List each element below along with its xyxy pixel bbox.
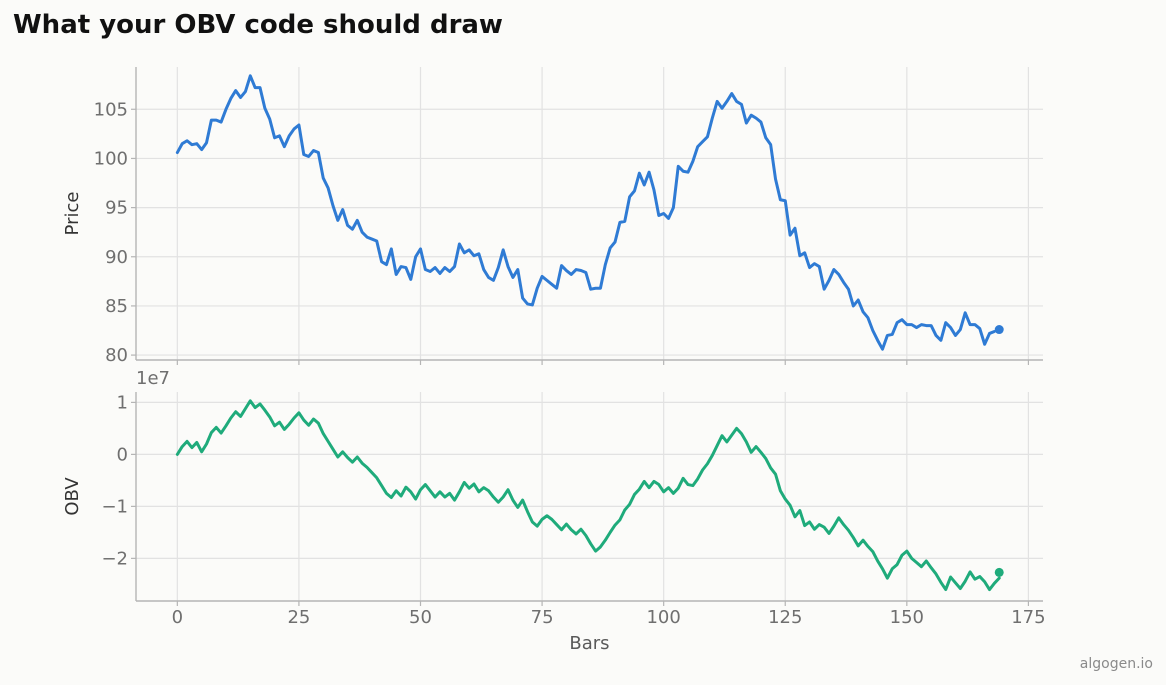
y-tick-label: 80 [105, 345, 128, 366]
y-offset-label: 1e7 [136, 368, 170, 389]
y-tick-label: 105 [94, 99, 128, 120]
x-axis-label: Bars [569, 633, 609, 654]
obv-series-line [175, 399, 1001, 592]
y-tick-label: 95 [105, 198, 128, 219]
y-tick-label: 0 [117, 444, 128, 465]
y-tick-label: 90 [105, 247, 128, 268]
x-tick-label: 25 [287, 607, 310, 628]
price-series-line [175, 74, 996, 351]
y-tick-label: 100 [94, 148, 128, 169]
obv-panel: 1 0 −1 −2 0 25 50 75 100 125 150 175 OBV Bars 1e7 [62, 368, 1046, 654]
y-axis-label: OBV [62, 477, 83, 516]
price-last-point [994, 325, 1004, 335]
x-tick-label: 100 [646, 607, 680, 628]
obv-last-point [994, 567, 1004, 577]
price-panel: 80 85 90 95 100 105 Price [62, 67, 1043, 366]
x-tick-label: 150 [890, 607, 924, 628]
x-tick-label: 50 [409, 607, 432, 628]
y-tick-label: −2 [101, 548, 128, 569]
x-tick-label: 125 [768, 607, 802, 628]
y-axis-label: Price [62, 192, 83, 236]
y-tick-label: −1 [101, 496, 128, 517]
x-tick-label: 175 [1011, 607, 1045, 628]
x-tick-label: 0 [172, 607, 183, 628]
y-tick-label: 85 [105, 296, 128, 317]
y-tick-label: 1 [117, 392, 128, 413]
chart-title: What your OBV code should draw [13, 10, 503, 40]
x-tick-label: 75 [531, 607, 554, 628]
watermark: algogen.io [1080, 656, 1153, 672]
